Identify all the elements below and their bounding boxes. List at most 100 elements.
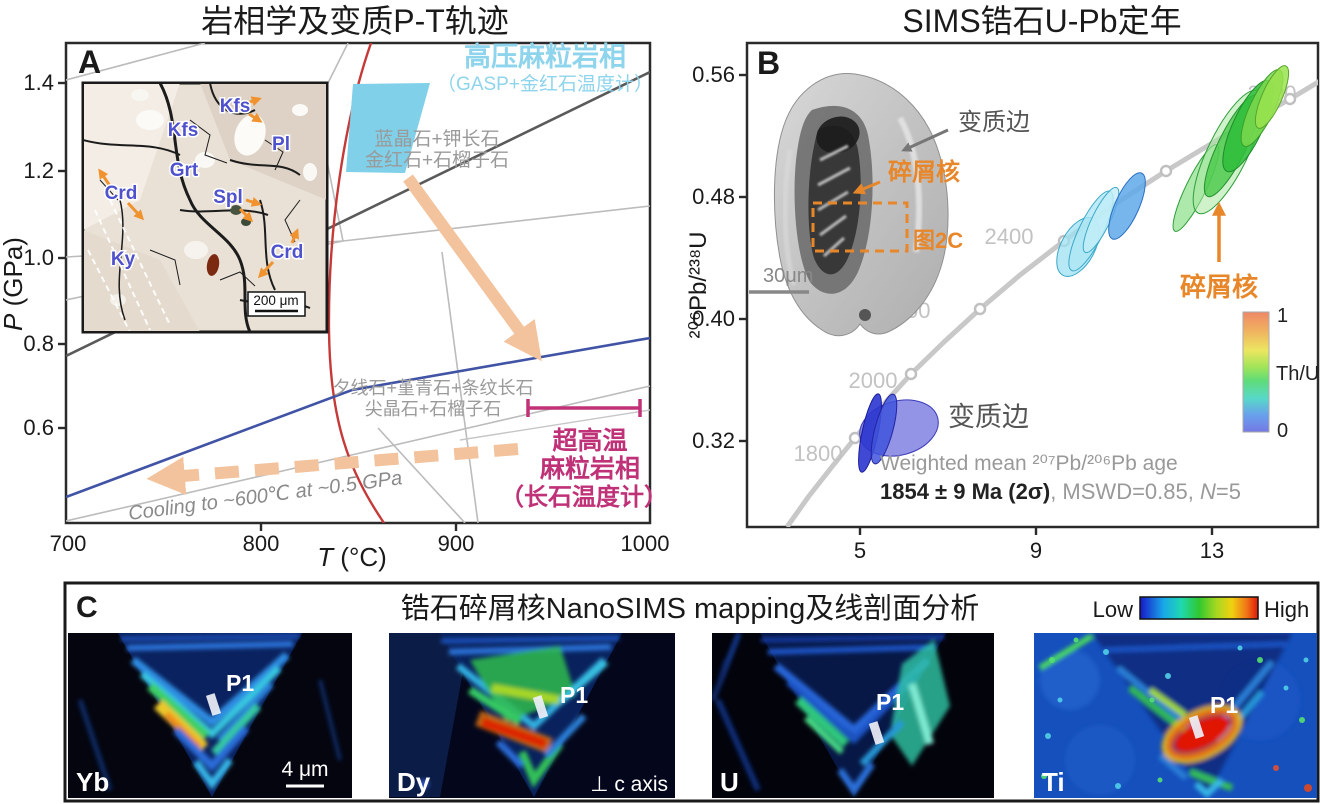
x-tick: 800 [243, 531, 280, 556]
ti-map-art [1038, 633, 1300, 798]
u-map-art [712, 633, 950, 797]
grain-core-label: 碎屑核 [888, 158, 960, 186]
panel-a-x-tick-labels: 700 800 900 1000 [50, 531, 670, 556]
panel-b: SIMS锆石U-Pb定年 1800 2000 2200 2400 2800 碎屑… [685, 3, 1319, 563]
yb-map-art [77, 633, 342, 791]
uht-title-line1: 超高温 [552, 426, 627, 455]
panel-c-title: 锆石碎屑核NanoSIMS mapping及线剖面分析 [401, 592, 980, 625]
x-tick: 9 [1030, 538, 1042, 563]
rim-group-label: 变质边 [948, 402, 1029, 432]
fig2c-dashed-box [811, 201, 909, 253]
weighted-mean-line1: Weighted mean ²⁰⁷Pb/²⁰⁶Pb age [880, 452, 1178, 475]
map-element-label: U [720, 767, 739, 797]
core-group-label: 碎屑核 [1180, 272, 1258, 302]
grain-rim-label: 变质边 [958, 109, 1030, 136]
inset-scale-label: 200 μm [253, 293, 298, 308]
zircon-cl-inset: 变质边 碎屑核 图2C 30μm [749, 72, 1030, 337]
panel-a-x-axis-label: T (°C) [317, 542, 387, 572]
panel-a-y-axis-label: P (GPa) [0, 237, 28, 331]
age-label-1800: 1800 [794, 441, 843, 466]
x-tick: 5 [854, 538, 866, 563]
x-tick: 700 [50, 531, 87, 556]
panel-a-ticks [58, 81, 458, 531]
y-tick: 0.56 [692, 62, 735, 87]
grain-scale-label: 30μm [763, 265, 813, 287]
lowhigh-colorbar: Low High [1093, 596, 1309, 622]
hp-field-subtitle: （GASP+金红石温度计） [437, 73, 653, 95]
dy-map-art [419, 635, 620, 789]
y-tick: 0.32 [692, 428, 735, 453]
uht-assemblage-line2: 尖晶石+石榴子石 [365, 399, 502, 419]
y-tick: 0.48 [692, 184, 735, 209]
panel-b-x-tick-labels: 5 9 13 [854, 538, 1224, 563]
uht-temperature-bracket [526, 399, 642, 417]
fig2c-label: 图2C [913, 228, 963, 253]
uht-title-line2: 麻粒岩相 [539, 454, 640, 483]
nanosims-map-dy: P1 Dy ⊥ c axis [389, 633, 675, 798]
profile-marker-p1 [868, 721, 885, 745]
y-tick: 0.8 [23, 331, 54, 356]
colorbar-high-label: High [1264, 597, 1309, 622]
hp-assemblage-line2: 金红石+石榴子石 [365, 149, 509, 171]
x-tick: 900 [438, 531, 475, 556]
weighted-mean-line2: 1854 ± 9 Ma (2σ), MSWD=0.85, N=5 [880, 479, 1241, 504]
panel-b-y-tick-labels: 0.56 0.48 0.40 0.32 [692, 62, 735, 453]
thu-max-label: 1 [1277, 305, 1288, 327]
uht-assemblage-line1: 夕线石+堇青石+条纹长石 [332, 378, 533, 398]
grain-core-arrow [852, 180, 881, 195]
panel-a-label: A [78, 44, 101, 80]
panel-a: 岩相学及变质P-T轨迹 1.4 1.2 1.0 0.8 0.6 7 [0, 3, 669, 572]
inset-scale-bar: 200 μm [247, 291, 306, 317]
mineral-label-spl: Spl [213, 187, 243, 208]
panel-b-title: SIMS锆石U-Pb定年 [902, 3, 1181, 39]
map-point-label: P1 [226, 670, 254, 696]
mineral-label-crd: Crd [271, 242, 304, 263]
profile-marker-p1 [1188, 715, 1205, 739]
mineral-label-kfs: Kfs [220, 96, 251, 117]
age-label-2400: 2400 [985, 224, 1034, 249]
pt-path-dashed-arrow [146, 443, 519, 495]
ti-map-speckles [1041, 637, 1312, 792]
map-element-label: Ti [1042, 767, 1065, 797]
colorbar-low-label: Low [1093, 597, 1133, 622]
panel-c-label: C [76, 591, 98, 624]
map-scale-label: 4 μm [281, 758, 328, 781]
panel-b-y-axis-label: ²⁰⁶Pb/²³⁸U [685, 232, 712, 339]
map-point-label: P1 [1210, 692, 1238, 718]
core-ellipses-cyan [1056, 172, 1146, 277]
profile-marker-p1 [532, 695, 549, 719]
panel-b-ticks [739, 73, 1214, 535]
thu-axis-label: Th/U [1276, 363, 1319, 385]
y-tick: 1.0 [23, 245, 54, 270]
thu-colorbar: 1 0 Th/U [1242, 305, 1319, 442]
mineral-label-crd: Crd [105, 183, 138, 204]
x-tick: 13 [1200, 538, 1224, 563]
hp-assemblage-line1: 蓝晶石+钾长石 [374, 128, 499, 150]
uht-title-line3: （长石温度计） [500, 483, 668, 511]
y-tick: 0.6 [23, 415, 54, 440]
rim-ellipses-blue [858, 393, 939, 473]
thin-section-inset: Kfs Kfs Pl Grt Crd Spl Ky Crd 200 μm [81, 81, 329, 334]
panel-a-y-tick-labels: 1.4 1.2 1.0 0.8 0.6 [23, 70, 54, 440]
nanosims-map-u: P1 U [712, 633, 994, 798]
core-ellipses-green [1172, 65, 1290, 232]
panel-b-label: B [757, 45, 780, 81]
age-label-2000: 2000 [849, 368, 898, 393]
mineral-label-pl: Pl [272, 134, 290, 155]
profile-marker-p1 [205, 693, 222, 716]
y-tick: 1.2 [23, 158, 54, 183]
pt-path-solid-arrow [403, 174, 542, 362]
nanosims-map-ti: P1 Ti [1034, 633, 1317, 798]
map-element-label: Dy [397, 767, 431, 797]
y-tick: 1.4 [23, 70, 54, 95]
mineral-label-grt: Grt [170, 160, 199, 181]
map-point-label: P1 [560, 682, 588, 708]
y-tick: 0.40 [692, 306, 735, 331]
inset-mineral-arrows [98, 96, 299, 279]
thu-min-label: 0 [1277, 420, 1288, 442]
map-orientation-label: ⊥ c axis [590, 773, 668, 796]
grain-rim-arrow [901, 128, 949, 152]
hp-granulite-field [346, 83, 430, 173]
